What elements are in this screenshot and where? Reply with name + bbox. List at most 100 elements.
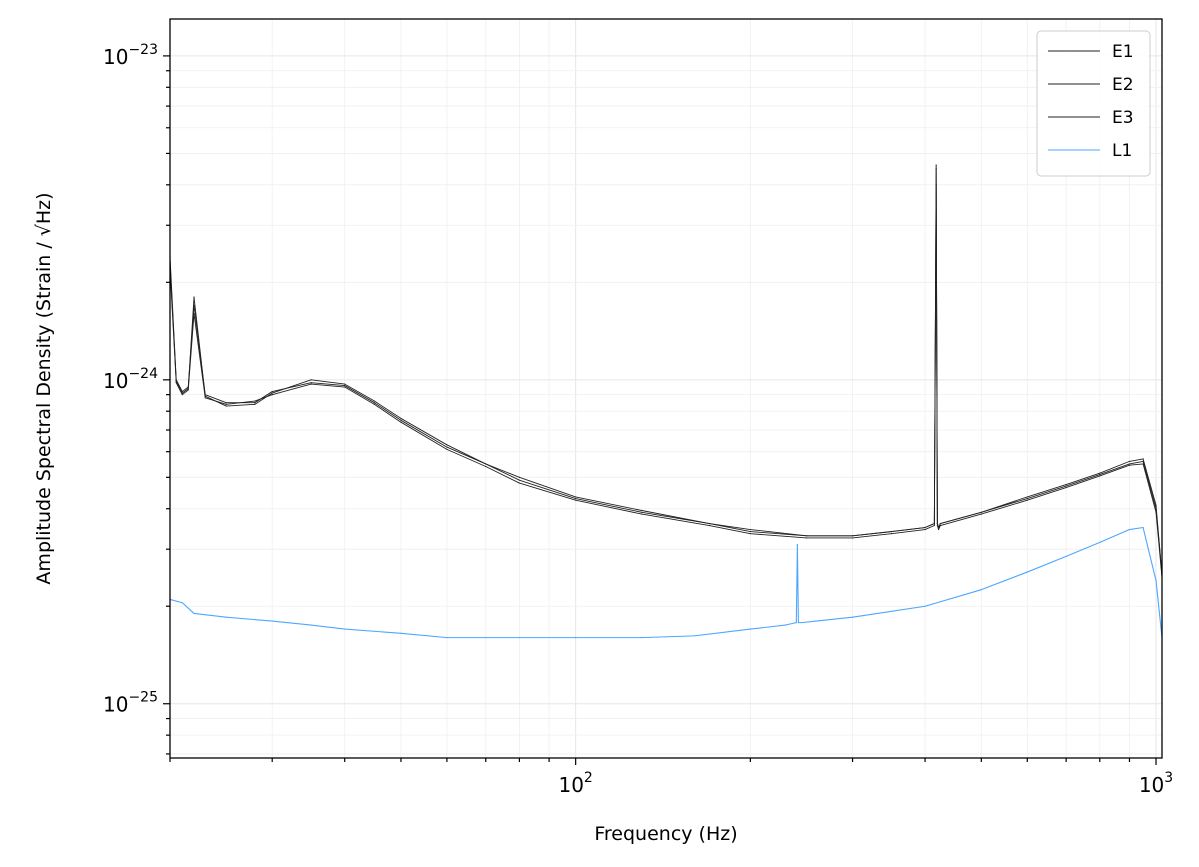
data-point-e3 — [204, 395, 206, 397]
data-point-l1 — [1026, 571, 1028, 573]
data-point-l1 — [924, 605, 926, 607]
grid — [169, 19, 1162, 758]
data-point-l1 — [446, 637, 448, 639]
data-point-e3 — [937, 526, 940, 529]
data-point-e1 — [344, 384, 346, 387]
data-point-e1 — [1128, 463, 1131, 465]
data-point-e1 — [254, 402, 256, 404]
data-point-e2 — [225, 403, 227, 405]
data-point-e1 — [1026, 497, 1028, 500]
data-point-l1 — [797, 622, 800, 624]
data-point-l1 — [271, 620, 273, 622]
data-point-e3 — [749, 528, 751, 531]
data-point-e2 — [937, 528, 940, 531]
data-point-e2 — [193, 313, 195, 315]
data-point-e3 — [924, 526, 926, 529]
data-point-e2 — [708, 524, 711, 527]
data-point-e2 — [1099, 475, 1101, 477]
data-point-l1 — [851, 616, 854, 618]
data-point-e1 — [641, 511, 643, 513]
data-point-e2 — [641, 513, 643, 515]
data-point-e3 — [310, 379, 312, 381]
data-point-e3 — [936, 522, 938, 525]
data-point-e3 — [641, 509, 643, 512]
data-point-e3 — [446, 444, 448, 446]
legend: E1 E2 E3 L1 — [1036, 30, 1151, 177]
data-point-e3 — [485, 463, 487, 465]
data-point-e1 — [400, 419, 402, 421]
data-point-e3 — [271, 392, 273, 394]
x-tick-label: 103 — [1139, 770, 1173, 797]
data-point-e2 — [204, 397, 206, 399]
data-point-l1 — [1065, 555, 1067, 558]
data-point-e3 — [1026, 496, 1028, 498]
data-point-l1 — [181, 602, 183, 604]
data-point-l1 — [310, 624, 312, 626]
data-point-e1 — [1065, 485, 1067, 487]
data-point-l1 — [485, 637, 487, 639]
data-point-e1 — [271, 390, 273, 393]
data-point-l1 — [693, 635, 695, 637]
data-point-e2 — [485, 465, 487, 468]
data-point-l1 — [1142, 526, 1144, 529]
data-point-e3 — [373, 400, 375, 402]
data-point-e3 — [939, 522, 941, 525]
data-point-e2 — [400, 421, 402, 423]
data-point-e2 — [806, 537, 808, 539]
data-point-e1 — [310, 382, 312, 384]
data-point-e3 — [575, 496, 577, 498]
data-point-e3 — [254, 403, 256, 405]
data-point-e3 — [890, 530, 893, 533]
x-tick-label: 102 — [558, 770, 592, 797]
data-point-l1 — [400, 632, 402, 634]
data-point-e2 — [575, 499, 577, 501]
y-tick-label: 10−23 — [103, 42, 158, 69]
data-point-e3 — [1099, 472, 1101, 474]
legend-label-l1: L1 — [1112, 141, 1132, 161]
data-point-e2 — [933, 524, 935, 527]
data-point-e3 — [400, 417, 402, 420]
data-point-e2 — [187, 389, 189, 391]
data-point-e2 — [851, 537, 854, 539]
data-point-e2 — [446, 448, 448, 450]
data-point-e3 — [1128, 460, 1131, 462]
series-layer — [170, 164, 1162, 639]
y-axis-label: Amplitude Spectral Density (Strain / √Hz… — [33, 192, 55, 584]
data-point-e2 — [254, 400, 256, 402]
data-point-l1 — [796, 543, 798, 546]
data-point-e3 — [935, 164, 937, 166]
data-point-e3 — [933, 522, 935, 525]
data-point-e2 — [271, 394, 273, 396]
data-point-l1 — [575, 637, 577, 639]
legend-label-e2: E2 — [1112, 75, 1134, 95]
data-point-e3 — [193, 296, 195, 298]
data-point-e1 — [373, 402, 375, 404]
data-point-l1 — [518, 637, 521, 639]
data-point-l1 — [784, 624, 787, 626]
data-point-e2 — [344, 386, 346, 388]
data-point-l1 — [815, 620, 818, 622]
data-point-l1 — [795, 622, 797, 624]
data-point-l1 — [980, 589, 982, 591]
data-point-e3 — [1065, 483, 1067, 486]
plot-frame — [169, 18, 1163, 759]
data-point-e1 — [749, 530, 751, 533]
ticks: 102 103 10−25 10−24 10−23 — [103, 42, 1173, 797]
data-point-e3 — [175, 380, 177, 382]
data-point-e1 — [518, 479, 521, 481]
legend-box — [1036, 30, 1151, 177]
data-point-e3 — [1155, 504, 1157, 506]
x-axis-label: Frequency (Hz) — [594, 823, 737, 845]
data-point-e3 — [1142, 458, 1144, 460]
data-point-e2 — [518, 482, 521, 484]
data-point-e2 — [1128, 464, 1131, 466]
data-point-l1 — [749, 628, 751, 630]
data-point-l1 — [1128, 528, 1131, 531]
data-point-l1 — [344, 628, 346, 630]
data-point-e2 — [1142, 463, 1144, 465]
data-point-e2 — [1065, 486, 1067, 489]
data-point-e3 — [851, 535, 854, 537]
legend-label-e1: E1 — [1112, 42, 1134, 62]
